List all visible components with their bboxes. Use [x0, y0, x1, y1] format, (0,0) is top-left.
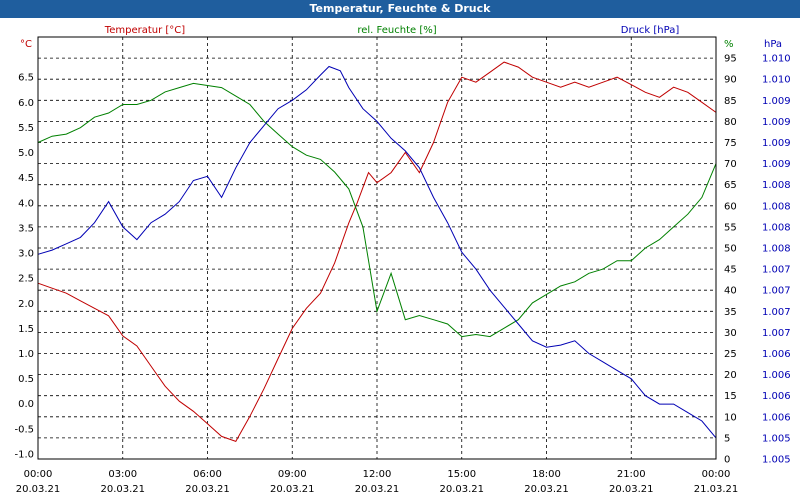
temp-tick-label: 5.5: [18, 123, 34, 134]
press-axis-label: Druck [hPa]: [621, 25, 680, 36]
temp-axis-label: Temperatur [°C]: [104, 25, 185, 36]
press-tick-label: 1.008: [762, 222, 791, 233]
hum-tick-label: 55: [724, 222, 737, 233]
press-tick-label: 1.010: [762, 54, 791, 65]
x-tick-time: 21:00: [617, 469, 646, 480]
hum-tick-label: 30: [724, 328, 737, 339]
x-tick-time: 09:00: [278, 469, 307, 480]
press-tick-label: 1.007: [762, 265, 791, 276]
hum-tick-label: 50: [724, 244, 737, 255]
x-tick-time: 06:00: [193, 469, 222, 480]
temp-tick-label: -1.0: [14, 449, 34, 460]
press-tick-label: 1.009: [762, 159, 791, 170]
hum-tick-label: 85: [724, 96, 737, 107]
temp-tick-label: -0.5: [14, 424, 34, 435]
hum-tick-label: 75: [724, 138, 737, 149]
hum-tick-label: 80: [724, 117, 737, 128]
hum-tick-label: 65: [724, 180, 737, 191]
x-tick-time: 00:00: [24, 469, 53, 480]
series-line: [37, 82, 717, 338]
hum-tick-label: 15: [724, 391, 737, 402]
press-tick-label: 1.008: [762, 244, 791, 255]
hum-tick-label: 35: [724, 307, 737, 318]
press-tick-label: 1.007: [762, 328, 791, 339]
x-tick-date: 20.03.21: [609, 484, 654, 495]
x-tick-date: 21.03.21: [694, 484, 739, 495]
x-tick-time: 12:00: [363, 469, 392, 480]
x-tick-date: 20.03.21: [16, 484, 61, 495]
hum-tick-label: 5: [724, 433, 730, 444]
press-tick-label: 1.006: [762, 412, 791, 423]
hum-tick-label: 95: [724, 54, 737, 65]
x-tick-time: 03:00: [108, 469, 137, 480]
axis-labels: 00:00 20.03.21 03:00 20.03.21 06:00 20.03.21 0…: [14, 25, 790, 495]
plot-frame: [37, 36, 717, 460]
press-tick-label: 1.005: [762, 433, 791, 444]
window-title: Temperatur, Feuchte & Druck: [0, 0, 800, 18]
temp-tick-label: 0.0: [18, 399, 34, 410]
hum-tick-label: 90: [724, 75, 737, 86]
press-tick-label: 1.007: [762, 307, 791, 318]
press-tick-label: 1.006: [762, 391, 791, 402]
hum-tick-label: 10: [724, 412, 737, 423]
press-tick-label: 1.009: [762, 117, 791, 128]
hum-tick-label: 70: [724, 159, 737, 170]
grid: [38, 37, 716, 459]
hum-tick-label: 0: [724, 455, 730, 466]
series-line: [37, 65, 717, 439]
plot-series: [37, 61, 717, 443]
x-tick-date: 20.03.21: [524, 484, 569, 495]
hum-tick-label: 60: [724, 201, 737, 212]
x-tick-time: 15:00: [447, 469, 476, 480]
chart: 00:00 20.03.21 03:00 20.03.21 06:00 20.03.21 0…: [14, 25, 790, 495]
hum-tick-label: 20: [724, 370, 737, 381]
press-tick-label: 1.006: [762, 349, 791, 360]
temp-tick-label: 2.5: [18, 274, 34, 285]
press-tick-label: 1.006: [762, 370, 791, 381]
temp-tick-label: 1.0: [18, 349, 34, 360]
hum-axis-label: rel. Feuchte [%]: [357, 25, 436, 36]
press-tick-label: 1.009: [762, 96, 791, 107]
x-tick-date: 20.03.21: [355, 484, 400, 495]
temp-tick-label: 5.0: [18, 148, 34, 159]
temp-tick-label: 6.5: [18, 73, 34, 84]
temp-tick-label: 3.0: [18, 249, 34, 260]
temp-unit: °C: [20, 39, 32, 50]
temp-tick-label: 4.5: [18, 173, 34, 184]
temp-tick-label: 6.0: [18, 98, 34, 109]
temp-tick-label: 1.5: [18, 324, 34, 335]
hum-tick-label: 40: [724, 286, 737, 297]
press-tick-label: 1.005: [762, 455, 791, 466]
hum-tick-label: 45: [724, 265, 737, 276]
temp-tick-label: 3.5: [18, 223, 34, 234]
press-tick-label: 1.010: [762, 75, 791, 86]
hum-unit: %: [724, 39, 734, 50]
series-line: [37, 61, 717, 443]
x-tick-date: 20.03.21: [185, 484, 230, 495]
x-tick-date: 20.03.21: [439, 484, 484, 495]
press-tick-label: 1.007: [762, 286, 791, 297]
press-unit: hPa: [764, 39, 782, 50]
press-tick-label: 1.008: [762, 180, 791, 191]
press-tick-label: 1.008: [762, 201, 791, 212]
plot-border: [37, 36, 717, 460]
x-tick-date: 20.03.21: [270, 484, 315, 495]
hum-tick-label: 25: [724, 349, 737, 360]
press-tick-label: 1.009: [762, 138, 791, 149]
temp-tick-label: 4.0: [18, 198, 34, 209]
x-tick-time: 18:00: [532, 469, 561, 480]
temp-tick-label: 2.0: [18, 299, 34, 310]
x-tick-time: 00:00: [702, 469, 731, 480]
temp-tick-label: 0.5: [18, 374, 34, 385]
x-tick-date: 20.03.21: [100, 484, 145, 495]
